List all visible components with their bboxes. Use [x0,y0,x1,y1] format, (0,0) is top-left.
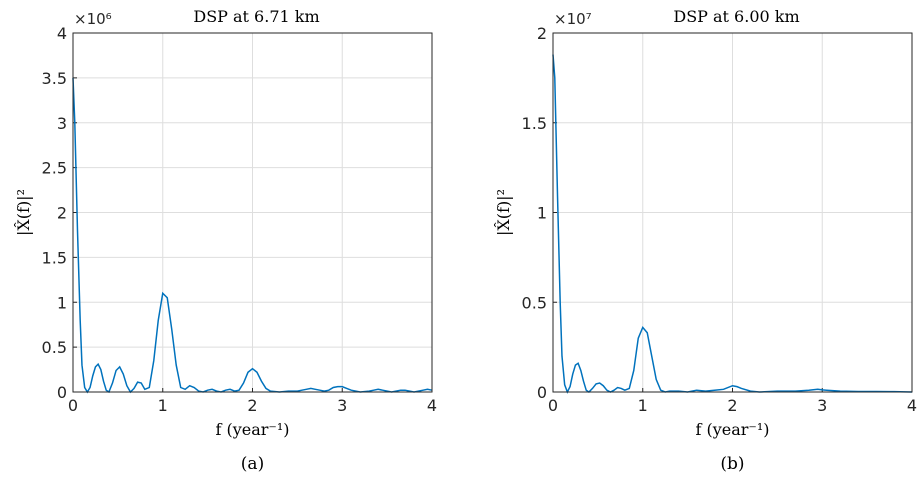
panel-b-multiplier: ×10⁷ [554,10,592,28]
panel-b-grid [553,33,912,392]
panel-a-y-tick-label: 2 [57,204,67,223]
panel-b-x-tick-label: 1 [638,396,648,415]
panel-a-x-tick-label: 1 [158,396,168,415]
panel-a-y-tick-label: 4 [57,24,67,43]
panel-a-x-tick-label: 4 [427,396,437,415]
panel-a-y-tick-label: 0.5 [42,338,67,357]
panel-b-caption: (b) [720,454,744,474]
panel-b-y-tick-label: 0.5 [522,293,547,312]
panel-a-y-tick-label: 3.5 [42,69,67,88]
panel-a-y-tick-label: 3 [57,114,67,133]
panel-a-caption: (a) [241,454,264,474]
panel-a-x-tick-label: 2 [247,396,257,415]
panel-b-y-tick-label: 0 [537,383,547,402]
panel-b-y-tick-label: 1.5 [522,114,547,133]
panel-a-y-tick-label: 2.5 [42,159,67,178]
panel-a-y-axis-label: |X̂(f)|² [14,189,33,236]
panel-a-x-tick-label: 3 [337,396,347,415]
panel-a-y-tick-label: 0 [57,383,67,402]
panel-b-y-tick-label: 2 [537,24,547,43]
panel-b-x-tick-label: 4 [907,396,917,415]
panel-b-x-tick-label: 0 [548,396,558,415]
panel-b-y-tick-label: 1 [537,204,547,223]
panel-a-tick-labels: 0 1 2 3 4 0 0.5 1 1.5 2 2.5 3 3.5 4 [42,24,438,415]
panel-b-chart: 0 1 2 3 4 0 0.5 1 1.5 2 ×10⁷ DSP at 6.00 km f (ye… [494,7,917,474]
panel-b-tick-labels: 0 1 2 3 4 0 0.5 1 1.5 2 [522,24,918,415]
panel-a-y-tick-label: 1.5 [42,248,67,267]
panel-a-title: DSP at 6.71 km [193,7,319,26]
panel-a-x-tick-label: 0 [68,396,78,415]
panel-a-multiplier: ×10⁶ [74,10,112,28]
panel-a-y-tick-label: 1 [57,293,67,312]
panel-b-title: DSP at 6.00 km [673,7,799,26]
panel-b-x-tick-label: 2 [727,396,737,415]
panel-a-chart: 0 1 2 3 4 0 0.5 1 1.5 2 2.5 3 3.5 4 ×10⁶ DSP at 6.71 … [14,7,437,474]
panel-b-y-axis-label: |X̂(f)|² [494,189,513,236]
panel-a-x-axis-label: f (year⁻¹) [215,420,289,439]
panel-b-x-tick-label: 3 [817,396,827,415]
panel-a-grid [73,33,432,392]
panel-b-x-axis-label: f (year⁻¹) [695,420,769,439]
